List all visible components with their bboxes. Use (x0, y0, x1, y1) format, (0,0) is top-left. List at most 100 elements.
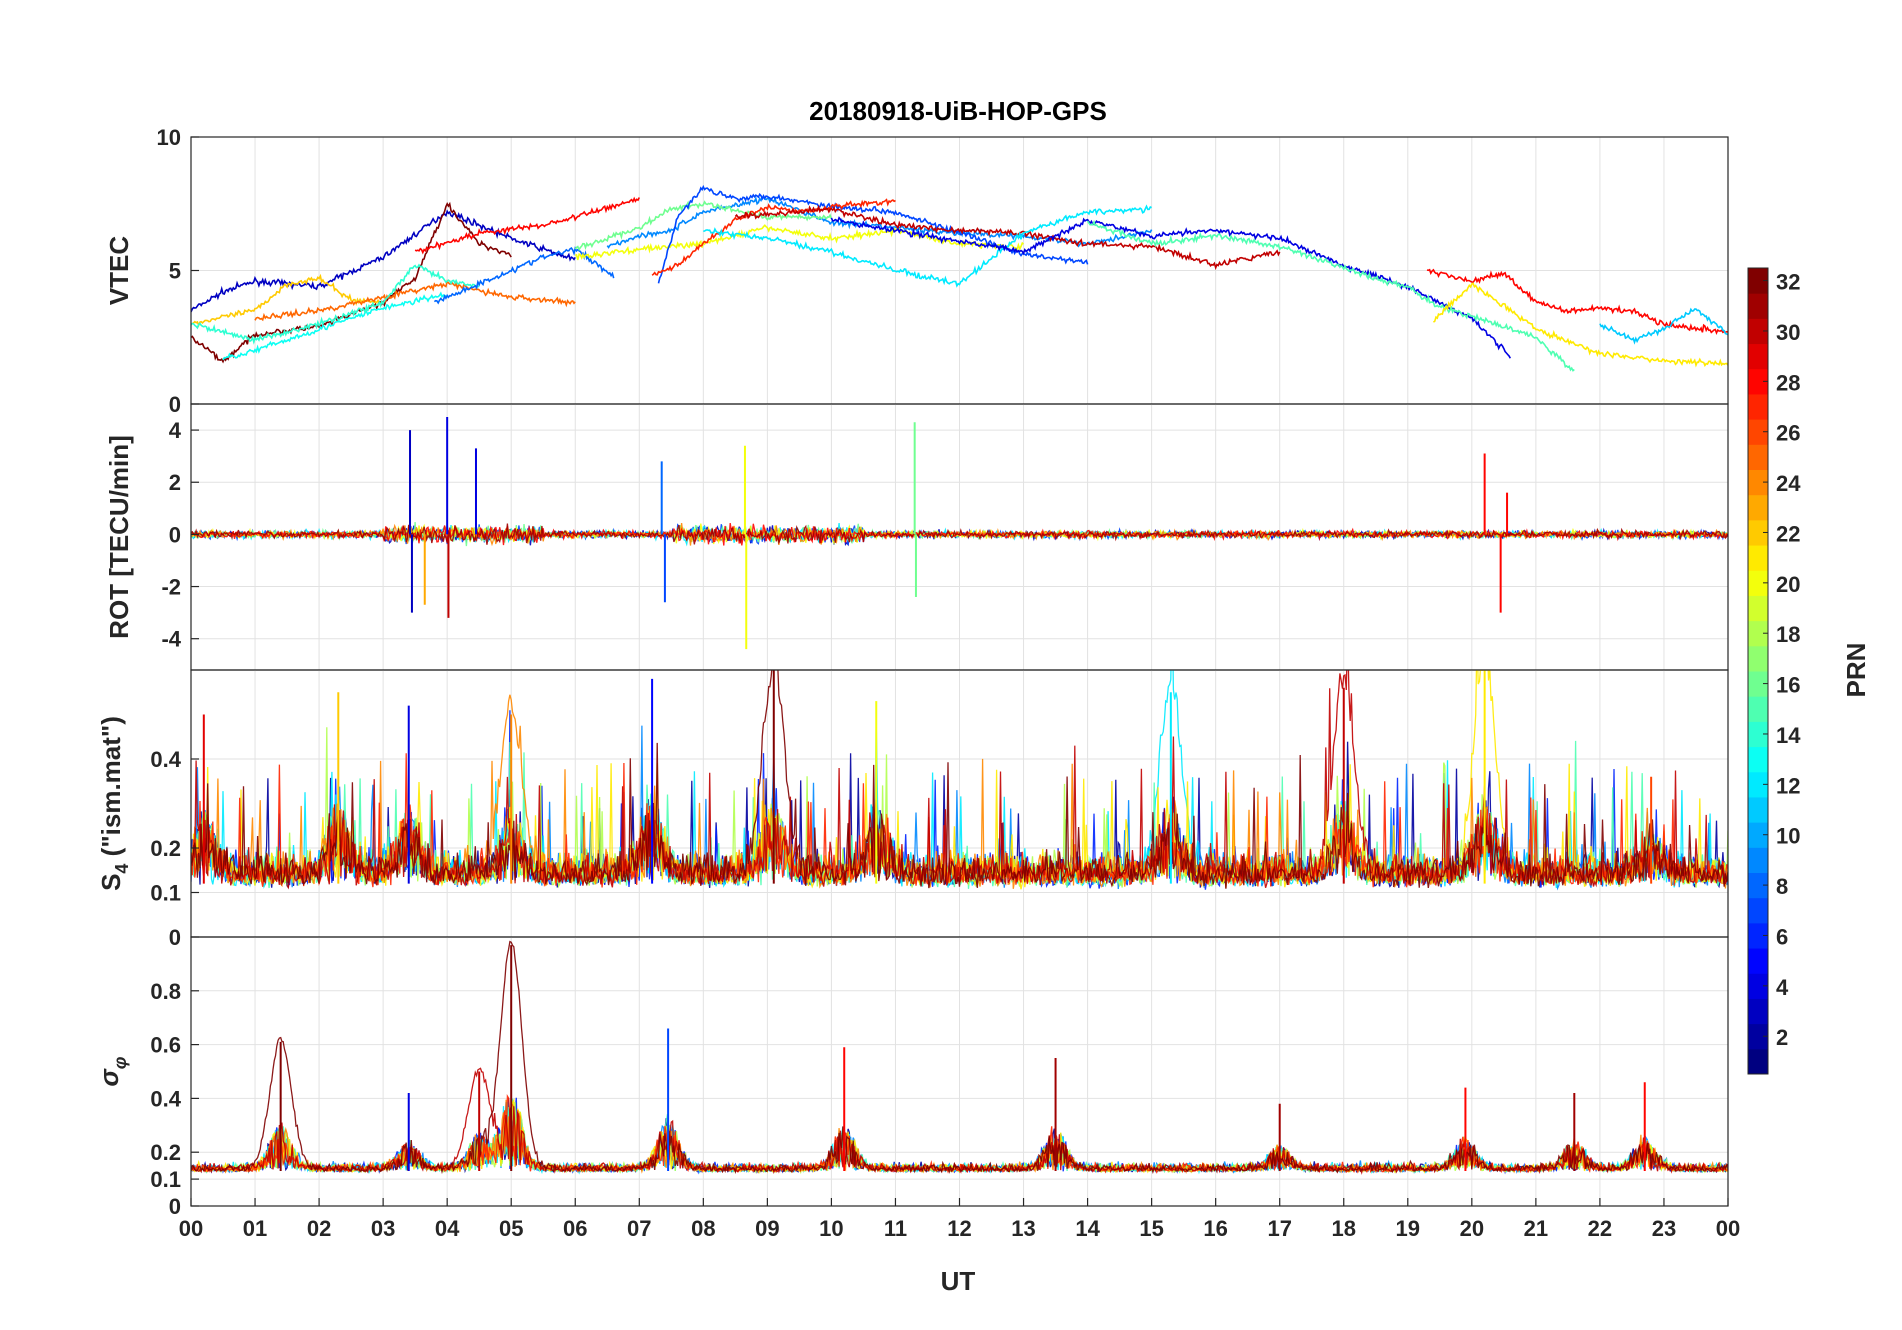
rot-ytick-label: 4 (169, 418, 182, 443)
vtec-track-prn-15 (1086, 219, 1575, 372)
colorbar-tick-label: 12 (1776, 773, 1800, 798)
s4-trace-prn-27 (191, 753, 1728, 888)
s4-ytick-label: 0.4 (150, 747, 181, 772)
x-tick-label: 09 (755, 1216, 779, 1241)
vtec-ytick-label: 10 (157, 125, 181, 150)
vtec-track-prn-3 (191, 209, 576, 313)
sigma-ylabel-main: σ (94, 1067, 124, 1086)
vtec-track-prn-27 (651, 198, 896, 276)
x-tick-label: 16 (1203, 1216, 1227, 1241)
rot-ytick-label: 2 (169, 470, 181, 495)
colorbar-band-prn-27 (1748, 393, 1768, 420)
colorbar-tick-label: 26 (1776, 421, 1800, 446)
rot-trace-prn-31 (191, 523, 1728, 545)
x-tick-label: 02 (307, 1216, 331, 1241)
sigma_phi-ytick-label: 0.6 (150, 1033, 181, 1058)
colorbar-tick-label: 32 (1776, 270, 1800, 295)
vtec-series (191, 184, 1728, 372)
x-tick-label: 10 (819, 1216, 843, 1241)
colorbar-frame (1747, 267, 1769, 1075)
chart-title: 20180918-UiB-HOP-GPS (809, 96, 1107, 126)
sigma_phi-trace-prn-32 (191, 940, 1728, 1175)
x-tick-label: 22 (1588, 1216, 1612, 1241)
colorbar-tick-label: 14 (1776, 723, 1801, 748)
vtec-track-prn-30 (734, 204, 1281, 271)
vtec-track-prn-12 (703, 204, 1152, 288)
colorbar-band-prn-6 (1748, 922, 1768, 949)
colorbar-band-prn-5 (1748, 948, 1768, 974)
x-tick-label: 06 (563, 1216, 587, 1241)
x-tick-label: 04 (435, 1216, 460, 1241)
colorbar-band-prn-19 (1748, 595, 1768, 622)
s4-ylabel: S4 ("ism.mat") (96, 716, 132, 891)
rot-series (191, 417, 1728, 650)
vtec-track-prn-11 (1599, 307, 1728, 345)
sigma_phi-ytick-label: 0 (169, 1194, 181, 1219)
x-tick-label: 03 (371, 1216, 395, 1241)
colorbar-tick-label: 8 (1776, 874, 1788, 899)
s4-ytick-label: 0 (169, 925, 181, 950)
colorbar-band-prn-10 (1748, 822, 1768, 848)
colorbar-band-prn-13 (1748, 746, 1768, 773)
s4-ylabel-sub: 4 (112, 864, 132, 874)
colorbar-band-prn-32 (1748, 268, 1768, 294)
colorbar-band-prn-3 (1748, 998, 1768, 1025)
colorbar-band-prn-4 (1748, 973, 1768, 999)
colorbar-tick-label: 10 (1776, 824, 1800, 849)
x-tick-label: 00 (179, 1216, 203, 1241)
colorbar-band-prn-21 (1748, 545, 1768, 571)
sigma_phi-ytick-label: 0.8 (150, 979, 181, 1004)
colorbar-band-prn-9 (1748, 847, 1768, 873)
sigma_phi-ytick-label: 0.1 (150, 1167, 181, 1192)
colorbar-band-prn-1 (1748, 1048, 1768, 1075)
x-tick-label: 01 (243, 1216, 267, 1241)
s4-ytick-label: 0.1 (150, 881, 181, 906)
colorbar-tick-label: 16 (1776, 673, 1800, 698)
panel-sigma_phi: 00.10.2 0.4 0.6 0.8 σφ (94, 936, 1729, 1219)
vtec-track-prn-28 (414, 196, 641, 255)
sigma-ylabel-sub: φ (110, 1056, 130, 1069)
colorbar-band-prn-31 (1748, 293, 1768, 319)
sigma_phi-ytick-label: 0.2 (150, 1140, 181, 1165)
colorbar-band-prn-22 (1748, 519, 1768, 546)
sigma-ylabel: σφ (94, 1056, 130, 1086)
x-axis-label: UT (941, 1266, 976, 1296)
s4-ytick-label: 0.2 (150, 836, 181, 861)
colorbar-band-prn-18 (1748, 620, 1768, 647)
colorbar-label: PRN (1841, 643, 1871, 698)
colorbar-band-prn-15 (1748, 696, 1768, 722)
colorbar-tick-label: 6 (1776, 924, 1788, 949)
sigma_phi-ytick-label: 0.4 (150, 1086, 181, 1111)
x-tick-label: 08 (691, 1216, 715, 1241)
s4-trace-prn-32 (191, 670, 1728, 889)
vtec-ytick-label: 0 (169, 392, 181, 417)
vtec-track-prn-14 (191, 263, 480, 345)
x-tick-label: 07 (627, 1216, 651, 1241)
colorbar-band-prn-20 (1748, 570, 1768, 596)
colorbar-band-prn-17 (1748, 645, 1768, 672)
x-tick-label: 18 (1332, 1216, 1356, 1241)
colorbar-tick-label: 2 (1776, 1025, 1788, 1050)
s4-ylabel-tail: ("ism.mat") (96, 716, 126, 863)
colorbar-band-prn-16 (1748, 671, 1768, 697)
vtec-track-prn-21 (1432, 282, 1728, 368)
colorbar-tick-label: 30 (1776, 320, 1800, 345)
colorbar-band-prn-25 (1748, 444, 1768, 470)
x-tick-label: 11 (884, 1216, 907, 1241)
colorbar-tick-label: 20 (1776, 572, 1800, 597)
colorbar-tick-label: 4 (1776, 975, 1789, 1000)
vtec-track-prn-22 (191, 273, 383, 328)
vtec-ylabel: VTEC (104, 236, 134, 306)
rot-ytick-label: 0 (169, 522, 181, 547)
vtec-track-prn-13 (222, 291, 447, 361)
rot-ytick-label: -4 (161, 627, 181, 652)
colorbar-band-prn-30 (1748, 318, 1768, 345)
vtec-track-prn-16 (574, 200, 833, 252)
s4-ylabel-main: S (96, 874, 126, 891)
colorbar-band-prn-2 (1748, 1023, 1768, 1050)
x-tick-label: 17 (1267, 1216, 1291, 1241)
colorbar-tick-label: 24 (1776, 471, 1801, 496)
colorbar-band-prn-28 (1748, 368, 1768, 395)
